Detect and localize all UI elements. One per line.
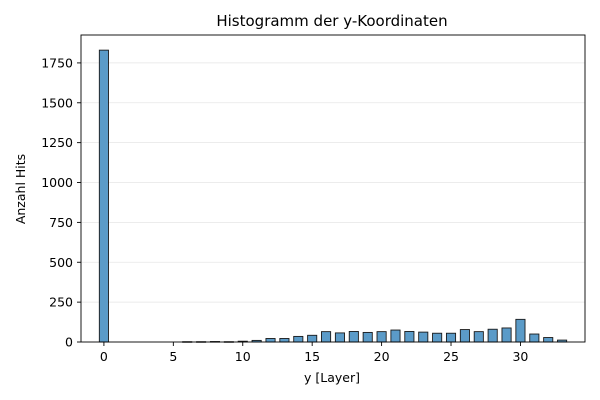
- plot-frame: [80, 34, 586, 343]
- bar-y-19: [362, 331, 373, 343]
- y-axis: 0 250 500 750 1000 1250 1500 1750: [41, 55, 81, 350]
- bar-y-13: [279, 338, 290, 343]
- x-tick-label-4: 20: [374, 349, 390, 364]
- x-tick-label-3: 15: [304, 349, 320, 364]
- bar-y-14: [293, 335, 304, 343]
- x-tick-label-1: 5: [169, 349, 177, 364]
- y-tick-label-0: 0: [65, 335, 73, 350]
- y-axis-label: Anzahl Hits: [13, 154, 28, 224]
- grid: [81, 62, 585, 303]
- bar-y-15: [307, 334, 318, 343]
- chart-title: Histogramm der y-Koordinaten: [216, 12, 447, 30]
- x-tick-label-6: 30: [512, 349, 528, 364]
- bar-y-18: [348, 331, 359, 343]
- y-tick-label-5: 1250: [41, 135, 73, 150]
- y-tick-label-3: 750: [49, 215, 73, 230]
- bar-y-30: [515, 318, 526, 343]
- x-axis: 0 5 10 15 20 25 30: [100, 342, 528, 364]
- bar-y-27: [473, 331, 484, 343]
- y-tick-label-6: 1500: [41, 95, 73, 110]
- bar-y-16: [321, 331, 332, 343]
- x-tick-label-5: 25: [443, 349, 459, 364]
- bar-y-12: [265, 338, 276, 343]
- y-tick-label-1: 250: [49, 295, 73, 310]
- bar-y-22: [404, 331, 415, 343]
- bar-y-20: [376, 331, 387, 343]
- bar-y-24: [432, 332, 443, 343]
- bar-y-0: [98, 49, 109, 343]
- bar-y-21: [390, 329, 401, 343]
- bar-y-28: [487, 328, 498, 343]
- bar-y-26: [459, 329, 470, 343]
- bar-y-32: [543, 337, 554, 343]
- bar-y-25: [445, 332, 457, 343]
- bar-y-23: [418, 331, 429, 343]
- y-tick-label-2: 500: [49, 255, 73, 270]
- bars: [98, 49, 568, 343]
- bar-y-29: [501, 327, 512, 343]
- x-tick-label-0: 0: [100, 349, 108, 364]
- x-axis-label: y [Layer]: [304, 370, 360, 385]
- bar-y-31: [529, 333, 540, 343]
- y-tick-label-7: 1750: [41, 55, 73, 70]
- y-tick-label-4: 1000: [41, 175, 73, 190]
- x-tick-label-2: 10: [235, 349, 251, 364]
- bar-y-17: [334, 332, 345, 343]
